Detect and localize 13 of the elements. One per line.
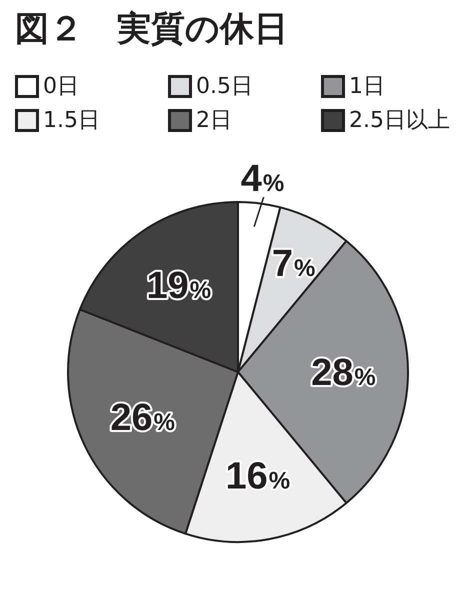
legend-label: 2.5日以上	[349, 108, 450, 133]
chart-title: 図２ 実質の休日	[15, 9, 288, 49]
legend-label: 0日	[43, 74, 79, 99]
data-label: 28%	[311, 352, 376, 394]
data-label: 4%	[240, 158, 284, 200]
legend-label: 1.5日	[43, 108, 100, 133]
data-label: 26%	[110, 396, 175, 439]
data-label: 7%	[272, 242, 316, 285]
legend-label: 2日	[196, 108, 232, 133]
data-label: 16%	[225, 456, 290, 498]
data-label: 19%	[146, 264, 212, 307]
legend-label: 1日	[349, 74, 385, 99]
legend-label: 0.5日	[196, 74, 253, 99]
